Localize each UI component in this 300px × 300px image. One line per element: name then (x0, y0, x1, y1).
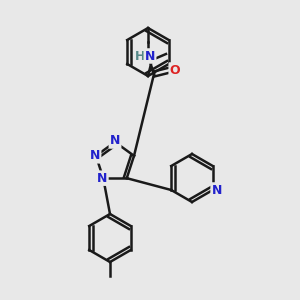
Text: N: N (212, 184, 222, 196)
Text: N: N (145, 50, 155, 62)
Text: N: N (97, 172, 107, 185)
Text: N: N (90, 149, 100, 162)
Text: O: O (170, 64, 180, 76)
Text: N: N (110, 134, 120, 148)
Text: H: H (135, 50, 145, 62)
